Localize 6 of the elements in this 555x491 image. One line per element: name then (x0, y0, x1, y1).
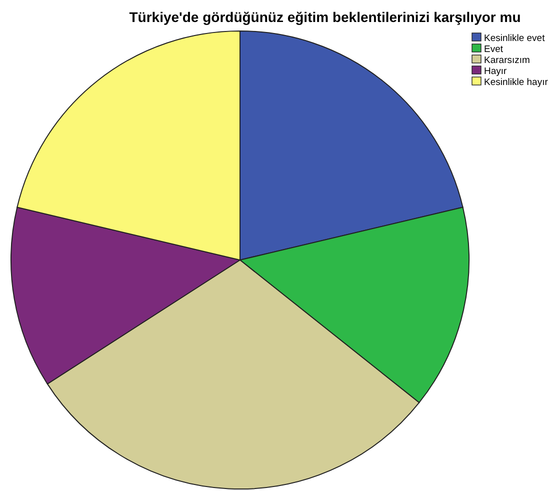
legend-label: Kesinlikle evet (484, 33, 546, 44)
legend-label: Hayır (484, 66, 507, 77)
legend-label: Evet (484, 44, 504, 55)
legend-label: Kararsızım (484, 55, 530, 66)
legend-label: Kesinlikle hayır (484, 77, 548, 88)
chart-title: Türkiye'de gördüğünüz eğitim beklentilerinizi karşılıyor mu (129, 9, 521, 25)
